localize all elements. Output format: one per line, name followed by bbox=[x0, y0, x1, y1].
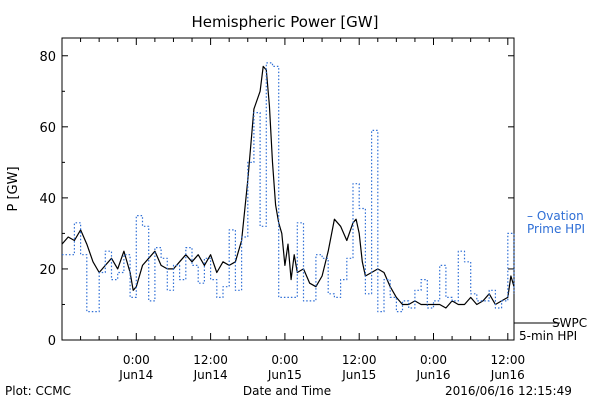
legend-ovation-label: – Ovation bbox=[527, 209, 584, 223]
x-axis-label: Date and Time bbox=[243, 384, 331, 398]
y-tick-label: 80 bbox=[39, 50, 56, 65]
x-tick-label-time: 12:00 bbox=[193, 353, 228, 367]
series-group bbox=[61, 62, 515, 313]
x-tick-label-time: 0:00 bbox=[420, 353, 447, 367]
x-tick-label-date: Jun14 bbox=[193, 368, 228, 382]
plot-source: Plot: CCMC bbox=[5, 384, 71, 398]
legend-ovation-label-2: Prime HPI bbox=[527, 222, 585, 236]
x-tick-label-time: 0:00 bbox=[271, 353, 298, 367]
plot-frame bbox=[61, 37, 515, 341]
y-axis-label: P [GW] bbox=[6, 166, 21, 211]
swpc-series-line bbox=[61, 65, 515, 309]
legend-swpc-label: SWPC bbox=[552, 316, 587, 330]
x-tick-label-date: Jun15 bbox=[267, 368, 302, 382]
x-tick-label-time: 12:00 bbox=[491, 353, 526, 367]
ovation-prime-series-line bbox=[62, 62, 515, 313]
y-tick-label: 40 bbox=[39, 192, 56, 207]
x-tick-label-time: 0:00 bbox=[123, 353, 150, 367]
x-tick-label-date: Jun14 bbox=[118, 368, 153, 382]
x-tick-label-time: 12:00 bbox=[342, 353, 377, 367]
x-tick-label-date: Jun16 bbox=[415, 368, 450, 382]
y-tick-label: 20 bbox=[39, 263, 56, 278]
y-tick-label: 0 bbox=[48, 334, 56, 349]
x-tick-label-date: Jun16 bbox=[490, 368, 525, 382]
chart-title: Hemispheric Power [GW] bbox=[192, 13, 379, 31]
y-axis: 0 20 40 60 80 bbox=[39, 50, 514, 349]
legend-swpc-label-2: 5-min HPI bbox=[519, 329, 577, 343]
timestamp: 2016/06/16 12:15:49 bbox=[445, 384, 572, 398]
y-tick-label: 60 bbox=[39, 121, 56, 136]
x-tick-label-date: Jun15 bbox=[341, 368, 376, 382]
x-axis: 0:00Jun1412:00Jun140:00Jun1512:00Jun150:… bbox=[80, 38, 526, 382]
